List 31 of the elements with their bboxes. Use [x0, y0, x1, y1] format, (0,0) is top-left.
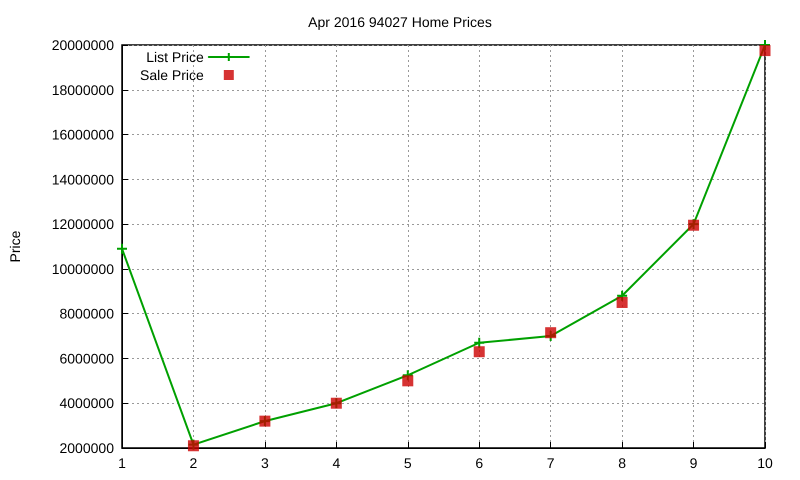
x-tick-label: 8	[618, 455, 626, 471]
y-tick-label: 16000000	[52, 126, 114, 143]
point	[473, 336, 486, 349]
x-tick-label: 4	[332, 455, 340, 471]
y-tick-label: 6000000	[59, 350, 114, 366]
x-tick-label: 7	[546, 455, 555, 471]
y-tick-label: 4000000	[59, 395, 114, 412]
point	[760, 45, 770, 56]
y-tick-label: 14000000	[52, 171, 114, 188]
y-tick-label: 18000000	[52, 82, 114, 98]
x-tick-label: 5	[404, 455, 412, 471]
point	[616, 296, 628, 308]
x-tick-label: 9	[690, 455, 698, 471]
chart-title: Apr 2016 94027 Home Prices	[308, 14, 492, 30]
y-tick-label: 10000000	[52, 260, 114, 277]
point	[402, 375, 414, 386]
x-tick-label: 10	[757, 455, 773, 471]
y-tick-label: 2000000	[59, 440, 114, 456]
legend-label: List Price	[146, 49, 204, 65]
point	[474, 346, 485, 358]
x-tick-label: 3	[260, 455, 269, 471]
x-tick-label: 1	[118, 455, 126, 471]
point	[545, 327, 556, 338]
y-tick-label: 20000000	[52, 37, 114, 53]
y-axis-title: Price	[7, 230, 23, 262]
x-tick-label: 2	[190, 455, 198, 471]
y-tick-label: 12000000	[52, 216, 114, 232]
y-tick-label: 8000000	[59, 306, 114, 322]
x-tick-label: 6	[475, 455, 484, 471]
point	[116, 242, 128, 255]
legend-label: Sale Price	[140, 67, 204, 83]
